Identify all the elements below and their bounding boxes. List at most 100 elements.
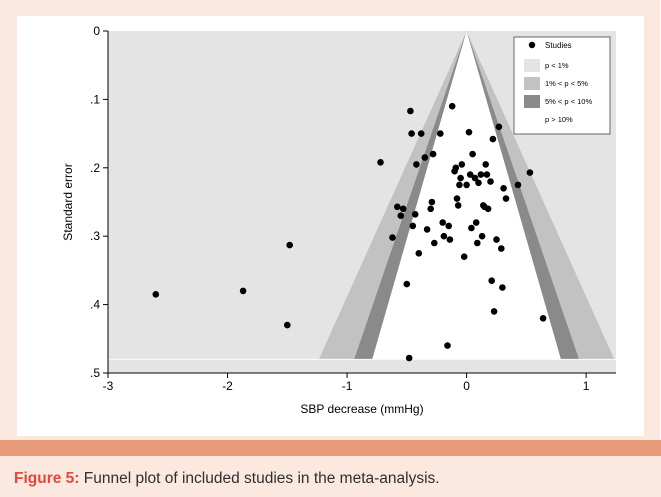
study-point [152,291,160,298]
study-point [483,171,491,178]
study-point [437,130,444,137]
study-point [458,161,466,168]
study-point [403,280,411,288]
x-tick-label: -2 [222,379,233,393]
y-tick-label: .5 [90,366,100,380]
study-point [478,232,486,240]
study-point [423,226,431,233]
study-point [286,241,294,249]
study-point [456,181,463,189]
study-point [405,354,413,362]
y-tick-label: .1 [90,92,100,106]
study-point [239,287,247,295]
study-point [465,128,473,136]
study-point [468,224,475,232]
y-tick-label: 0 [93,24,100,38]
study-point [487,178,494,185]
study-point [472,219,480,226]
x-tick-label: 0 [463,379,470,393]
caption-text: Funnel plot of included studies in the m… [79,470,440,487]
study-point [429,150,437,158]
caption-divider [0,440,661,456]
study-point [471,174,479,182]
figure-caption: Figure 5: Funnel plot of included studie… [14,470,440,488]
study-point [444,342,451,349]
legend-label-pgt10: p > 10% [545,115,573,124]
study-point [413,161,420,168]
study-point [427,205,435,213]
study-point [539,315,547,322]
legend-studies-label: Studies [545,41,572,50]
y-tick-label: .4 [90,298,100,312]
caption-box [0,456,661,497]
study-point [431,239,438,247]
study-point [477,171,485,178]
study-point [284,321,291,329]
study-point [428,198,436,206]
legend-label-p5: 1% < p < 5% [545,79,588,88]
legend: Studies p < 1% 1% < p < 5% 5% < p < 10% … [513,36,611,135]
study-point [407,107,414,115]
study-point [448,102,456,110]
study-point [490,308,498,315]
axes [107,31,616,374]
funnel-plot: 0 .1 .2 .3 .4 .5-3 -2 -1 0 1 Standard error SBP d… [17,16,644,436]
study-point [469,150,476,158]
study-point [460,253,468,260]
study-point [502,195,510,202]
study-point [488,277,496,285]
study-point [439,219,447,226]
y-tick-label: .3 [90,229,100,243]
study-point [493,236,500,243]
legend-swatch-p5 [524,77,540,90]
study-point [411,211,419,218]
study-point [457,174,464,182]
study-point [495,123,503,131]
study-point [514,181,522,189]
study-point [409,222,417,230]
study-point [499,284,506,291]
study-point [498,245,505,252]
study-point [399,205,407,213]
caption-label: Figure 5: [14,470,80,487]
study-point [500,185,507,192]
study-point [463,181,470,189]
study-point [475,179,482,187]
tick-marks: 0 .1 .2 .3 .4 .5-3 -2 -1 0 1 [90,24,590,393]
study-point [415,250,423,257]
study-point [474,239,481,247]
legend-swatch-pgt10 [524,113,540,126]
x-tick-label: -3 [103,379,114,393]
study-point [440,232,448,240]
study-point [377,159,384,166]
funnel-contours [108,31,616,360]
legend-label-p1: p < 1% [545,61,569,70]
study-point [389,234,396,241]
legend-swatch-p1 [524,59,540,72]
study-point [482,161,490,168]
study-point [445,222,453,230]
study-point [453,195,461,202]
study-point [454,202,462,209]
study-point [417,130,425,137]
study-points [152,102,547,362]
y-axis-title: Standard error [61,163,75,240]
x-tick-label: 1 [583,379,590,393]
funnel-region-pgt10 [372,31,561,360]
study-point [452,164,460,172]
study-point [421,154,429,161]
x-axis-title: SBP decrease (mmHg) [300,402,423,416]
y-tick-label: .2 [90,161,100,175]
study-point [526,169,534,176]
study-point [489,135,497,143]
study-point [446,236,454,243]
study-point [466,171,474,178]
study-point [408,130,415,137]
legend-swatch-p10 [524,95,540,108]
legend-studies-marker [528,41,536,49]
study-point [484,205,492,213]
study-point [394,203,401,211]
legend-label-p10: 5% < p < 10% [545,97,592,106]
study-point [397,212,405,219]
x-tick-label: -1 [342,379,353,393]
